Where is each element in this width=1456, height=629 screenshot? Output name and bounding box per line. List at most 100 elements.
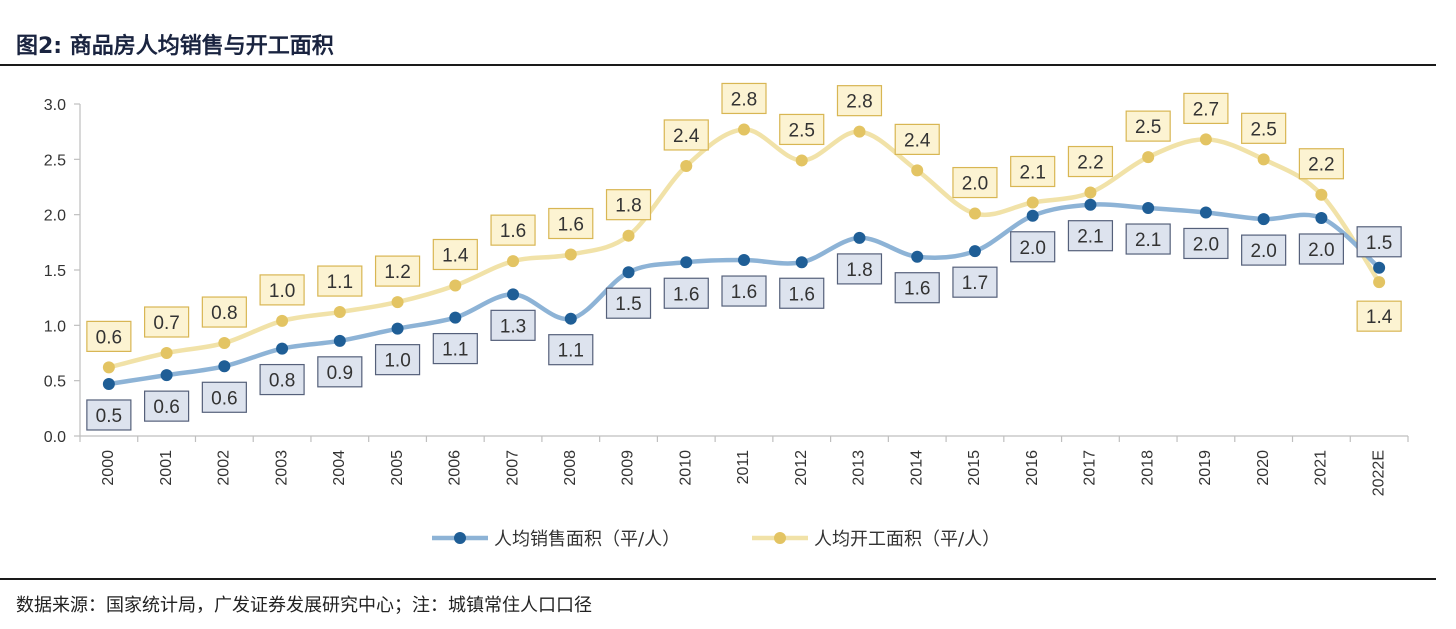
start-label-box (490, 214, 536, 246)
legend-label: 人均销售面积（平/人） (494, 529, 680, 550)
sales-data-label: 1.6 (721, 275, 767, 307)
start-point (160, 347, 173, 359)
sales-point (911, 250, 924, 263)
sales-label-text: 0.6 (211, 388, 237, 409)
start-data-label: 1.2 (374, 255, 421, 287)
sales-point (218, 360, 231, 373)
start-label-text: 0.8 (211, 303, 237, 324)
start-point (622, 229, 635, 242)
start-point (102, 361, 115, 374)
start-label-text: 1.4 (1366, 307, 1393, 328)
sales-label-box (201, 381, 247, 413)
x-tick-label: 2013 (851, 450, 868, 486)
start-data-label: 2.8 (836, 85, 883, 117)
sales-data-label: 1.3 (490, 309, 536, 341)
y-tick-label: 2.5 (44, 152, 66, 169)
start-label-box (1356, 300, 1402, 332)
sales-data-label: 0.5 (86, 399, 132, 431)
sales-label-box (317, 356, 363, 388)
sales-label-box (1241, 234, 1287, 266)
start-point (391, 296, 404, 309)
start-label-text: 2.8 (731, 89, 757, 110)
start-label-box (548, 207, 594, 240)
sales-data-label: 0.6 (201, 381, 247, 413)
start-label-box (663, 119, 709, 151)
sales-point (564, 312, 577, 325)
start-data-label: 1.6 (548, 207, 594, 240)
start-point (911, 164, 924, 177)
y-tick-label: 2.0 (44, 208, 66, 225)
sales-data-label: 0.8 (259, 363, 305, 396)
sales-label-text: 0.8 (269, 371, 295, 392)
x-tick-label: 2015 (966, 450, 983, 486)
sales-label-text: 2.0 (1250, 241, 1276, 262)
start-label-text: 1.2 (384, 262, 410, 283)
start-label-text: 0.6 (96, 327, 122, 348)
sales-label-text: 1.1 (558, 341, 584, 362)
sales-data-label: 2.1 (1067, 220, 1114, 252)
sales-data-label: 1.0 (374, 344, 421, 376)
start-label-text: 2.2 (1308, 155, 1334, 176)
x-tick-label: 2012 (793, 450, 810, 486)
sales-label-text: 2.1 (1135, 230, 1161, 251)
x-tick-label: 2011 (735, 450, 752, 485)
start-data-label: 0.7 (144, 306, 190, 338)
sales-point (333, 334, 346, 347)
sales-label-box (374, 344, 421, 376)
start-label-box (779, 113, 825, 146)
x-tick-label: 2022E (1370, 450, 1387, 496)
sales-data-label: 1.5 (605, 287, 652, 319)
x-tick-label: 2019 (1197, 450, 1214, 486)
start-label-box (1241, 112, 1287, 144)
x-tick-label: 2014 (908, 450, 925, 486)
start-label-text: 1.6 (558, 215, 584, 236)
start-point (853, 125, 866, 138)
start-label-text: 1.4 (442, 245, 469, 266)
start-point (1315, 188, 1328, 201)
sales-point (449, 311, 462, 324)
start-data-label: 2.4 (894, 123, 940, 156)
sales-label-text: 1.3 (500, 316, 526, 337)
sales-point (738, 254, 750, 267)
sales-data-label: 1.1 (548, 334, 594, 366)
start-data-label: 2.5 (1241, 112, 1287, 144)
sales-label-box (952, 266, 998, 298)
x-tick-label: 2003 (273, 450, 290, 486)
source-note: 数据来源：国家统计局，广发证券发展研究中心；注：城镇常住人口口径 (16, 595, 592, 616)
x-tick-label: 2004 (331, 450, 348, 486)
sales-point (391, 322, 404, 335)
sales-label-text: 1.5 (615, 294, 641, 315)
sales-data-label: 1.7 (952, 266, 998, 298)
x-tick-label: 2000 (100, 450, 117, 486)
start-point (507, 255, 520, 268)
start-label-text: 0.7 (153, 313, 179, 334)
y-tick-label: 3.0 (44, 97, 66, 114)
sales-label-box (144, 390, 190, 422)
sales-point (1257, 213, 1270, 226)
sales-point (795, 256, 808, 269)
sales-label-box (1356, 226, 1402, 258)
legend-item-sales: 人均销售面积（平/人） (432, 529, 680, 550)
start-data-label: 2.7 (1183, 92, 1229, 125)
line-chart: 0.0 0.5 1.0 1.5 2.0 2.5 3.0 2000 2001 2002 2003 200… (44, 82, 1409, 550)
sales-label-box (605, 287, 652, 319)
legend-marker (454, 532, 466, 544)
start-label-text: 2.5 (789, 120, 815, 141)
start-data-label: 0.6 (86, 320, 132, 352)
sales-label-text: 1.6 (673, 284, 699, 305)
start-label-box (1067, 145, 1114, 178)
sales-label-box (721, 275, 767, 307)
data-labels: 0.5 0.6 0.6 0.8 0.9 1.0 1.1 1.3 1.1 1.5 1.6 1.6 1.6 1… (86, 82, 1402, 431)
start-data-label: 0.8 (201, 296, 247, 328)
start-label-text: 2.1 (1019, 162, 1045, 183)
sales-label-box (663, 277, 709, 309)
legend-label: 人均开工面积（平/人） (814, 529, 1000, 550)
legend-marker (774, 532, 786, 544)
y-tick-label: 1.0 (44, 318, 66, 335)
sales-label-box (490, 309, 536, 341)
sales-label-box (836, 253, 883, 285)
start-data-label: 1.4 (432, 238, 478, 271)
y-tick-label: 0.5 (44, 374, 66, 391)
sales-label-text: 1.6 (789, 284, 815, 305)
figure-title: 图2: 商品房人均销售与开工面积 (16, 34, 334, 59)
